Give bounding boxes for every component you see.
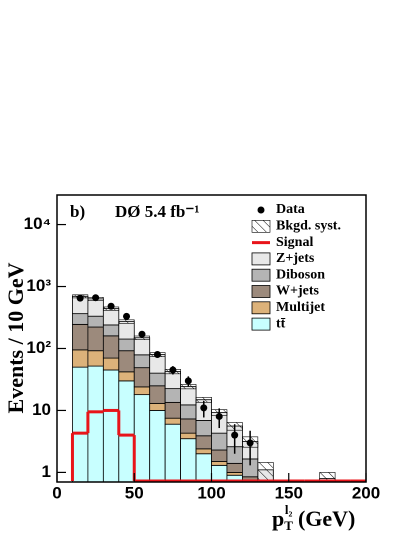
bar-segment [195,435,212,450]
syst-band [257,462,274,481]
y-tick-label: 10⁴ [24,214,51,233]
bar-segment [211,449,228,462]
legend-swatch [251,301,271,315]
data-point [246,439,254,447]
bar-segment [118,380,135,482]
bar-segment [149,372,166,387]
syst-band [118,319,135,324]
x-tick-label: 100 [197,483,225,502]
bar-segment [164,388,181,403]
bar-segment [102,357,120,371]
bar-segment [133,354,151,369]
bar-segment [102,308,120,326]
legend-label: W+jets [276,284,320,299]
data-point [184,377,192,385]
bar-segment [195,453,212,482]
bar-segment [72,366,89,482]
x-tick-label: 50 [125,483,144,502]
bar-segment [118,371,135,382]
bar-segment [72,323,89,351]
legend-swatch [251,268,271,282]
y-tick-label: 10² [26,338,51,357]
syst-band [319,472,336,482]
bar-segment [102,335,120,359]
bar-segment [195,448,212,455]
x-label-sub: T [284,518,293,533]
experiment-label: DØ 5.4 fb⁻¹ [115,202,199,221]
x-label-sup: l₂ [285,502,293,517]
bar-segment [118,350,135,373]
legend-label: Data [276,202,305,217]
bar-segment [87,350,104,367]
bar-segment [226,462,243,473]
bar-segment [164,401,181,419]
bar-segment [195,420,212,437]
legend-label: Multijet [276,300,325,315]
bar-segment [133,386,151,396]
legend-swatch [251,317,271,331]
bar-segment [164,423,181,482]
bar-segment [226,472,243,476]
bar-segment [180,386,197,406]
x-tick-label: 200 [352,483,380,502]
bar-segment [180,418,197,434]
x-label-main: p [272,506,284,531]
legend-label: Bkgd. syst. [276,219,341,234]
bar-segment [164,417,181,425]
x-tick-label: 150 [275,483,303,502]
bar-segment [149,410,166,482]
legend-label: tt̄ [276,316,286,331]
legend-swatch [251,252,271,266]
bar-segment [72,313,89,325]
bar-segment [102,369,120,482]
legend-label: Diboson [276,267,325,282]
bar-segment [133,394,151,482]
x-label-rest: (GeV) [292,506,355,531]
bar-segment [149,385,166,404]
bar-segment [180,404,197,420]
legend-swatch [251,220,271,233]
legend-marker [257,206,265,214]
legend-label: Z+jets [276,251,315,266]
y-tick-label: 10³ [26,276,51,295]
data-point [123,312,131,320]
bar-segment [211,461,228,466]
bar-segment [149,402,166,411]
data-point [231,431,239,439]
bar-segment [180,438,197,482]
overlay [70,294,366,483]
legend-label: Signal [276,235,313,250]
panel-label: b) [70,202,85,221]
data-point [138,330,146,338]
data-point [169,366,177,374]
bar-segment [133,337,151,356]
bar-segment [211,432,228,451]
bar-segment [72,349,89,368]
data-point [107,302,115,310]
bar-segment [87,365,104,482]
bar-segment [133,367,151,388]
data-point [92,294,100,302]
bar-segment [102,324,120,337]
data-point [76,294,84,302]
bar-segment [87,326,104,352]
legend-swatch [251,285,271,298]
bar-segment [118,321,135,340]
bar-segment [87,315,104,328]
bar-segment [118,338,135,352]
data-point [215,412,223,420]
data-point [153,350,161,358]
bar-segment [87,298,104,317]
y-axis-label: Events / 10 GeV [3,262,28,413]
y-tick-label: 10 [32,400,51,419]
bar-segment [180,432,197,440]
y-tick-label: 1 [42,462,51,481]
data-point [200,404,208,412]
x-tick-label: 0 [52,483,61,502]
x-axis-label: pTl₂ (GeV) [272,502,355,533]
